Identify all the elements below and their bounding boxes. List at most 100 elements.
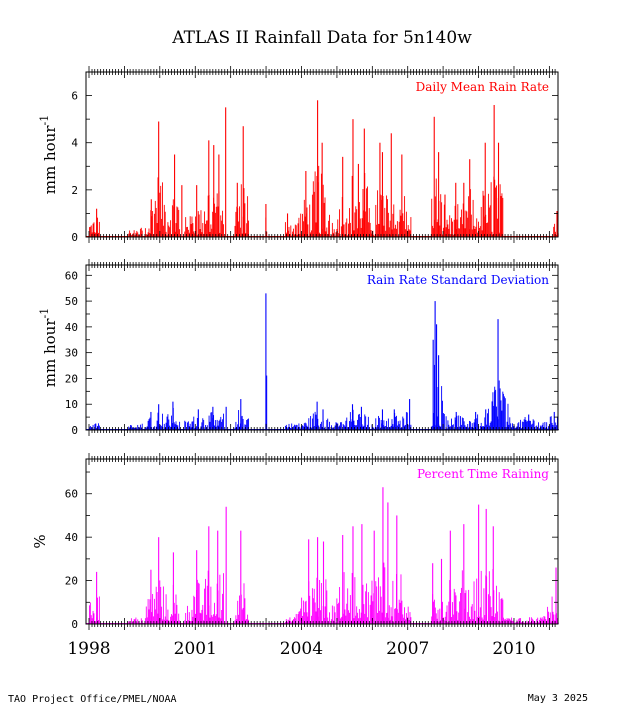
panel-1-peak-bar xyxy=(357,163,359,237)
panel-3-bar xyxy=(214,615,216,624)
panel-2-bar xyxy=(506,421,508,430)
panel-2-bar xyxy=(361,424,363,430)
panel-3-bar xyxy=(314,602,316,624)
panel-3-bar xyxy=(395,608,397,624)
panel-1-bar xyxy=(171,205,173,237)
panel-2-bar xyxy=(445,416,447,430)
panel-3-peak-bar xyxy=(342,534,344,624)
panel-1-bar xyxy=(325,231,327,237)
panel-1-bar xyxy=(400,215,402,237)
panel-3-bar xyxy=(358,609,360,624)
panel-3-bar xyxy=(288,620,290,624)
panel-3-bar xyxy=(464,593,466,624)
panel-1-bar xyxy=(329,214,330,237)
panel-3-bar xyxy=(244,598,246,624)
panel-1-bar xyxy=(408,229,410,237)
panel-1-bar xyxy=(145,234,147,237)
panel-2-bar xyxy=(247,419,249,430)
panel-2-bar xyxy=(355,425,357,430)
panel-2-bar xyxy=(140,427,142,430)
panel-1-bar xyxy=(159,192,161,237)
panel-3-bar xyxy=(448,601,450,624)
panel-1-bar xyxy=(404,196,406,237)
panel-3-bar xyxy=(318,607,320,624)
panel-1-bar xyxy=(162,182,163,237)
panel-3-bar xyxy=(92,610,94,624)
panel-1-bar xyxy=(458,228,460,237)
panel-2-bar xyxy=(385,426,387,430)
panel-3-bar xyxy=(346,603,348,624)
panel-3-bar xyxy=(403,617,405,624)
panel-1-bar xyxy=(220,215,222,237)
panel-2-bar xyxy=(462,418,464,430)
panel-3-bar xyxy=(290,621,292,624)
panel-3-bar xyxy=(396,609,398,624)
panel-2-bar xyxy=(356,425,358,430)
panel-3-bar xyxy=(557,618,558,624)
panel-1-bar xyxy=(384,207,386,237)
panel-3-bar xyxy=(199,612,201,624)
panel-3-bar xyxy=(490,607,492,624)
panel-2-bar xyxy=(406,412,408,430)
panel-1-bar xyxy=(162,225,164,237)
panel-3-bar xyxy=(167,609,169,624)
panel-1-bar xyxy=(248,220,249,237)
panel-2-bar xyxy=(144,427,146,430)
panel-1-bar xyxy=(331,222,333,237)
panel-1-bar xyxy=(170,220,172,237)
panel-3-bar xyxy=(469,619,471,624)
panel-2-bar xyxy=(305,423,307,430)
panel-3-bar xyxy=(446,605,448,624)
panel-2-bar xyxy=(372,426,374,430)
panel-1-bar xyxy=(172,199,174,237)
panel-3-bar xyxy=(326,590,328,624)
panel-2-bar xyxy=(215,426,217,430)
panel-3-peak-bar xyxy=(396,515,398,624)
panel-2-bar xyxy=(500,400,502,430)
panel-3-bar xyxy=(215,614,217,624)
panel-1-bar xyxy=(452,234,454,237)
panel-2-bar xyxy=(363,425,365,430)
panel-1-bar xyxy=(217,206,219,237)
panel-3-bar xyxy=(332,620,334,624)
panel-2-bar xyxy=(221,421,223,430)
panel-2-bar xyxy=(512,426,514,430)
panel-2-bar xyxy=(522,422,524,430)
panel-3-bar xyxy=(363,604,365,624)
panel-1-bar xyxy=(146,234,148,237)
panel-1-bar xyxy=(266,231,268,237)
panel-1-bar xyxy=(465,210,467,237)
panel-3-bar xyxy=(545,618,547,624)
panel-3-bar xyxy=(468,589,470,624)
panel-1-bar xyxy=(214,203,215,237)
panel-3-bar xyxy=(378,577,379,624)
panel-2-bar xyxy=(209,421,211,430)
panel-1-bar xyxy=(293,234,295,237)
panel-2-bar xyxy=(338,426,340,430)
panel-2-bar xyxy=(405,412,407,430)
panel-2-bar xyxy=(482,426,484,430)
y-tick-label: 0 xyxy=(71,231,78,244)
panel-1-peak-bar xyxy=(455,182,457,237)
panel-3-bar xyxy=(155,586,157,624)
panel-2-peak-bar xyxy=(455,411,457,430)
panel-1-peak-bar xyxy=(444,194,446,237)
panel-1-bar xyxy=(445,227,447,237)
panel-3-bar xyxy=(440,620,442,624)
panel-3-peak-bar xyxy=(382,487,384,624)
panel-1-bar xyxy=(392,213,394,237)
panel-3-bar xyxy=(315,611,317,624)
panel-3-bar xyxy=(360,612,362,624)
panel-3-bar xyxy=(433,599,435,624)
panel-2-bar xyxy=(98,423,99,430)
panel-1-peak-bar xyxy=(305,171,307,237)
panel-2-bars xyxy=(89,293,559,431)
panel-3-bar xyxy=(234,620,236,624)
panel-1-bar xyxy=(366,188,368,237)
panel-2-peak-bar xyxy=(485,409,487,431)
panel-2-bar xyxy=(450,426,452,430)
panel-1-bar xyxy=(473,225,475,237)
panel-2-bar xyxy=(219,419,221,430)
panel-3-bar xyxy=(434,607,436,624)
panel-1-peak-bar xyxy=(463,182,465,237)
